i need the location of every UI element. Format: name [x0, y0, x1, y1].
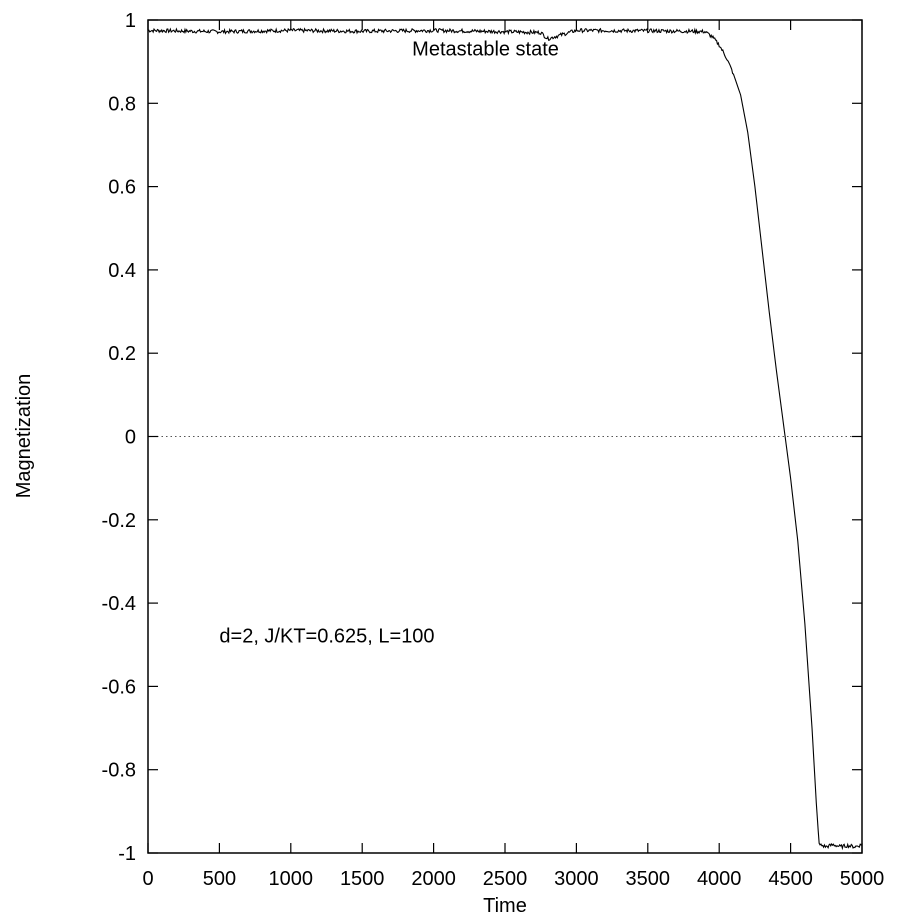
x-tick-label: 500 [203, 868, 236, 890]
y-tick-label: -0.8 [102, 760, 136, 782]
x-tick-label: 0 [142, 868, 153, 890]
y-tick-label: 0.2 [108, 343, 136, 365]
x-tick-label: 1000 [269, 868, 314, 890]
x-tick-label: 4000 [697, 868, 742, 890]
x-axis-label: Time [483, 895, 527, 917]
x-tick-label: 3500 [626, 868, 671, 890]
x-tick-label: 5000 [840, 868, 885, 890]
y-tick-label: -1 [118, 843, 136, 865]
y-tick-label: -0.2 [102, 510, 136, 532]
y-tick-label: -0.4 [102, 593, 136, 615]
y-tick-label: -0.6 [102, 676, 136, 698]
x-tick-label: 2000 [411, 868, 456, 890]
magnetization-series-line [147, 27, 863, 851]
y-tick-label: 0 [125, 427, 136, 449]
x-tick-label: 1500 [340, 868, 385, 890]
y-tick-label: 0.4 [108, 260, 136, 282]
x-tick-label: 2500 [483, 868, 528, 890]
annotations: Metastable state d=2, J/KT=0.625, L=100 [219, 38, 559, 647]
x-tick-label: 4500 [768, 868, 813, 890]
x-tick-label: 3000 [554, 868, 599, 890]
y-axis-label: Magnetization [13, 374, 35, 499]
y-axis-ticks: -1 -0.8 -0.6 -0.4 -0.2 0 0.2 0.4 0.6 0.8 1 [102, 10, 862, 865]
series-layer [147, 27, 863, 851]
y-tick-label: 0.8 [108, 93, 136, 115]
y-tick-label: 0.6 [108, 177, 136, 199]
chart-annotation: Metastable state [412, 38, 559, 60]
chart-annotation: d=2, J/KT=0.625, L=100 [219, 626, 434, 648]
y-tick-label: 1 [125, 10, 136, 32]
x-axis-ticks: 0 500 1000 1500 2000 2500 3000 3500 4000 4500 5000 [142, 20, 884, 890]
